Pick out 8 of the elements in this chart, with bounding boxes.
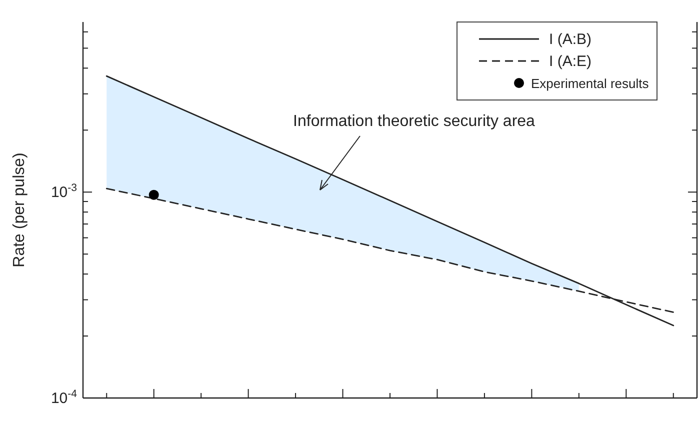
y-axis-title: Rate (per pulse) — [11, 152, 28, 268]
legend-label: I (A:E) — [549, 53, 592, 70]
y-tick-label: 10$^{-4}$ — [50, 388, 78, 407]
legend-label: I (A:B) — [549, 31, 592, 48]
legend-label: Experimental results — [531, 76, 650, 91]
line-series — [106, 75, 674, 326]
annotation: Information theoretic security area — [293, 113, 536, 130]
y-tick-label: 10$^{-3}$ — [50, 182, 78, 202]
